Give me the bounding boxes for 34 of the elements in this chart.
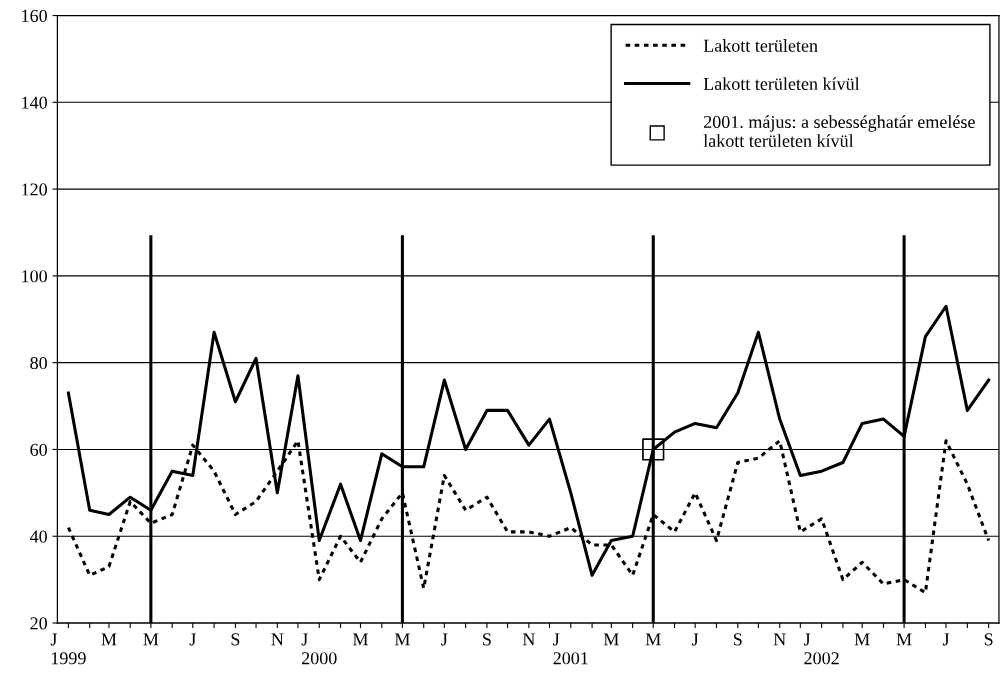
y-tick-label: 100: [22, 270, 47, 283]
y-tick-label: 140: [22, 96, 47, 109]
x-tick-label: M: [896, 633, 912, 646]
x-tick-label: J 1999: [50, 633, 86, 665]
x-tick-label: M: [854, 633, 870, 646]
x-tick-label: M: [603, 633, 619, 646]
x-tick-label: S: [733, 633, 742, 646]
x-tick-label: J 2002: [803, 633, 839, 665]
y-tick-label: 120: [22, 183, 47, 196]
x-tick-label: N: [773, 633, 786, 646]
y-tick-label: 60: [30, 443, 47, 456]
x-tick-label: J 2000: [301, 633, 337, 665]
y-tick-label: 80: [30, 356, 47, 370]
x-tick-label: M: [101, 633, 117, 646]
y-tick-label: 40: [29, 530, 47, 543]
legend-label: Lakott területen kívül: [703, 77, 860, 90]
x-tick-label: M: [143, 633, 159, 646]
x-tick-label: J: [441, 633, 448, 646]
y-tick-label: 20: [30, 617, 47, 630]
x-tick-label: M: [394, 633, 410, 646]
x-tick-label: J 2001: [553, 633, 588, 665]
x-tick-label: J: [692, 633, 699, 646]
y-tick-label: 160: [22, 9, 47, 22]
x-tick-label: S: [483, 633, 491, 646]
legend-label: 2001. május: a sebességhatár emelése lakott területen kívül: [703, 115, 975, 147]
x-tick-label: J: [189, 633, 196, 646]
x-tick-label: M: [645, 633, 661, 646]
x-tick-label: J: [942, 633, 950, 646]
x-tick-label: S: [231, 633, 240, 646]
x-tick-label: N: [271, 633, 284, 646]
legend-label: Lakott területen: [703, 39, 818, 52]
x-tick-label: M: [352, 633, 368, 646]
x-tick-label: N: [522, 633, 535, 646]
x-tick-label: S: [984, 633, 993, 646]
